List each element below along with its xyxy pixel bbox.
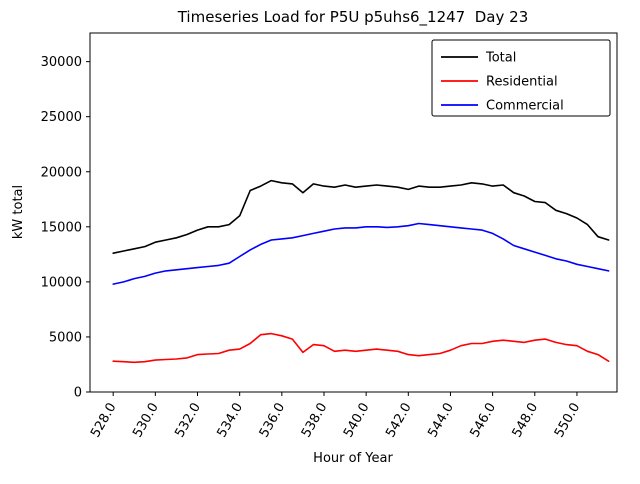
y-tick-label: 15000	[41, 220, 82, 235]
chart-title: Timeseries Load for P5U p5uhs6_1247 Day …	[177, 8, 529, 27]
series-line-total	[112, 179, 610, 254]
series-line-residential	[112, 332, 610, 364]
y-tick-label: 0	[74, 386, 82, 401]
legend-label-total: Total	[485, 51, 516, 66]
y-tick-label: 20000	[41, 165, 82, 180]
y-tick-label: 25000	[41, 110, 82, 125]
axes-frame	[89, 32, 618, 393]
legend-box	[431, 39, 611, 117]
y-tick-label: 5000	[49, 330, 82, 345]
legend-label-residential: Residential	[486, 75, 558, 90]
y-axis-label: kW total	[11, 185, 26, 239]
legend-label-commercial: Commercial	[486, 99, 564, 114]
series-line-commercial	[112, 222, 610, 285]
legend: Total Residential Commercial	[431, 39, 611, 117]
y-tick-label: 10000	[41, 275, 82, 290]
y-tick-label: 30000	[41, 55, 82, 70]
x-axis-label: Hour of Year	[313, 451, 393, 466]
